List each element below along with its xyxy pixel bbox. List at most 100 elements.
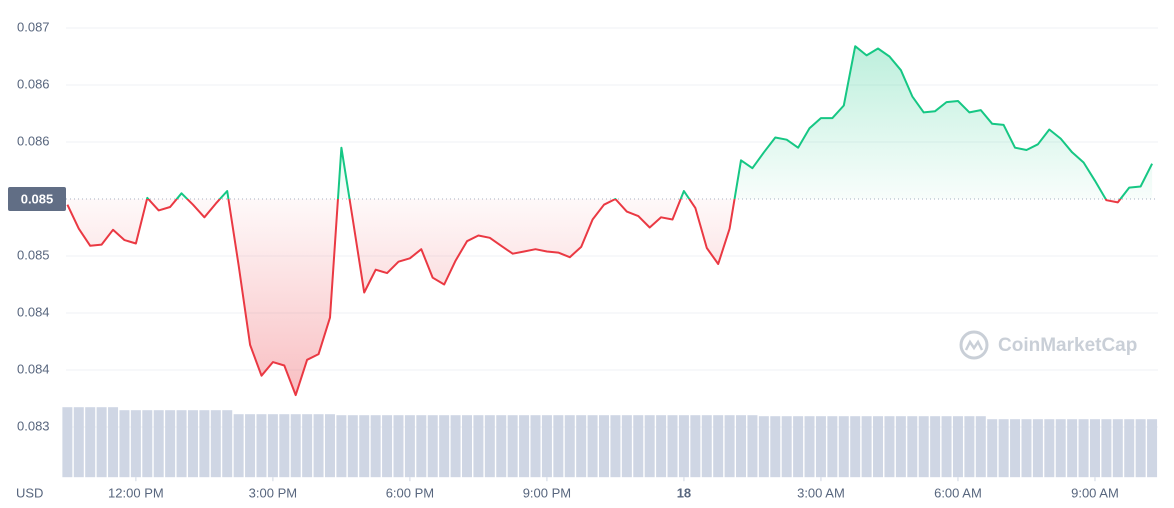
volume-bar [564, 415, 575, 478]
volume-bar [1055, 419, 1066, 478]
volume-bar [873, 416, 884, 478]
volume-bar [941, 416, 952, 478]
volume-bar [507, 415, 518, 478]
x-tick-label: 9:00 AM [1071, 485, 1119, 500]
volume-bar [256, 414, 267, 478]
volume-bar [187, 410, 198, 478]
volume-bar [541, 415, 552, 478]
x-tick-label: 6:00 AM [934, 485, 982, 500]
y-tick-label: 0.083 [17, 418, 50, 433]
volume-bar [313, 414, 324, 478]
volume-bar [1147, 419, 1158, 478]
y-tick-label: 0.085 [17, 247, 50, 262]
volume-bar [758, 416, 769, 478]
volume-bar [793, 416, 804, 478]
y-tick-label: 0.086 [17, 133, 50, 148]
volume-bar [587, 415, 598, 478]
volume-bar [153, 410, 164, 478]
volume-bar [724, 415, 735, 478]
volume-bar [815, 416, 826, 478]
volume-bar [1021, 419, 1032, 478]
reference-badge: 0.085 [8, 187, 66, 212]
volume-bar [347, 415, 358, 478]
volume-bar [530, 415, 541, 478]
volume-bar [713, 415, 724, 478]
volume-bar [930, 416, 941, 478]
volume-bar [1044, 419, 1055, 478]
y-tick-label: 0.087 [17, 19, 50, 34]
x-tick-label: 9:00 PM [523, 485, 571, 500]
y-tick-label: 0.086 [17, 76, 50, 91]
volume-bar [324, 414, 335, 478]
volume-bar [918, 416, 929, 478]
volume-bar [964, 416, 975, 478]
reference-badge-box [8, 187, 66, 212]
volume-bar [199, 410, 210, 478]
volume-bar [210, 410, 221, 478]
volume-bar [987, 419, 998, 478]
volume-bar [290, 414, 301, 478]
volume-bar [484, 415, 495, 478]
volume-bar [781, 416, 792, 478]
currency-label: USD [16, 485, 43, 500]
price-area [67, 46, 1153, 396]
volume-bar [1067, 419, 1078, 478]
x-tick-label: 18 [677, 485, 691, 500]
volume-bar [416, 415, 427, 478]
volume-bar [519, 415, 530, 478]
volume-bar [404, 415, 415, 478]
volume-bar [450, 415, 461, 478]
volume-bar [119, 410, 130, 478]
volume-bar [678, 415, 689, 478]
volume-bar [370, 415, 381, 478]
volume-bar [895, 416, 906, 478]
reference-badge-label: 0.085 [21, 191, 54, 206]
volume-bar [736, 415, 747, 478]
volume-bar [599, 415, 610, 478]
volume-bar [1078, 419, 1089, 478]
volume-bar [861, 416, 872, 478]
volume-bar [1124, 419, 1135, 478]
volume-bar [553, 415, 564, 478]
volume-bar [461, 415, 472, 478]
volume-bar [142, 410, 153, 478]
volume-bar [1032, 419, 1043, 478]
volume-bar [108, 407, 119, 478]
volume-bar [165, 410, 176, 478]
volume-bar [382, 415, 393, 478]
x-tick-label: 3:00 AM [797, 485, 845, 500]
volume-bar [804, 416, 815, 478]
volume-bar [336, 415, 347, 478]
volume-bar [130, 410, 141, 478]
volume-bar [644, 415, 655, 478]
volume-bar [439, 415, 450, 478]
volume-bar [907, 416, 918, 478]
volume-bar [302, 414, 313, 478]
volume-bar [656, 415, 667, 478]
watermark-text: CoinMarketCap [998, 335, 1137, 356]
y-tick-label: 0.084 [17, 361, 50, 376]
volume-bar [838, 416, 849, 478]
volume-bar [884, 416, 895, 478]
volume-bar [827, 416, 838, 478]
volume-bar [279, 414, 290, 478]
volume-bar [96, 407, 107, 478]
volume-bar [621, 415, 632, 478]
volume-bar [1135, 419, 1146, 478]
x-tick-label: 3:00 PM [249, 485, 297, 500]
volume-bar [576, 415, 587, 478]
volume-bar [62, 407, 73, 478]
volume-bar [701, 415, 712, 478]
volume-bar [667, 415, 678, 478]
watermark-logo-mark [964, 339, 984, 351]
volume-bar [690, 415, 701, 478]
volume-bar [1101, 419, 1112, 478]
volume-bar [222, 410, 233, 478]
volume-bar [610, 415, 621, 478]
volume-bar [85, 407, 96, 478]
volume-bar [496, 415, 507, 478]
volume-bar [633, 415, 644, 478]
volume-bar [176, 410, 187, 478]
volume-bar [473, 415, 484, 478]
watermark: CoinMarketCap [959, 330, 1137, 360]
